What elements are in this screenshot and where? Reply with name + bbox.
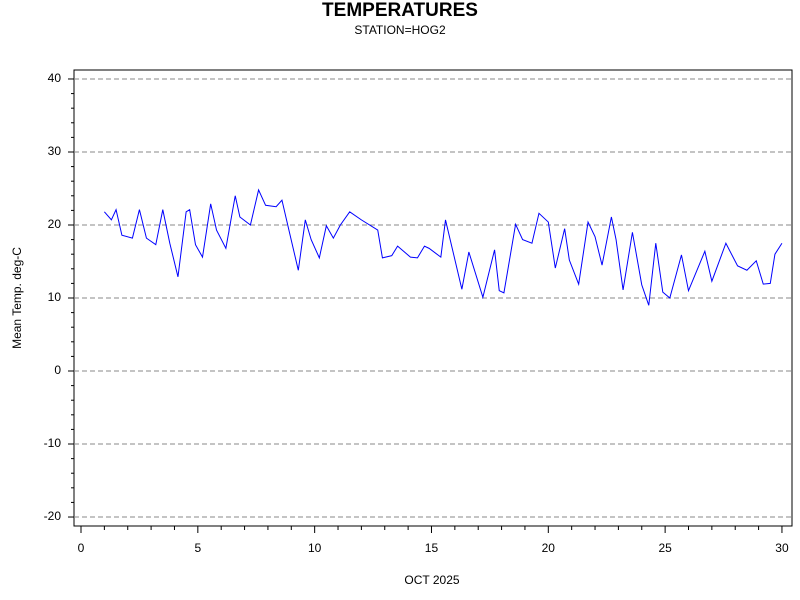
chart-subtitle: STATION=HOG2 — [354, 23, 446, 37]
x-tick-label: 30 — [775, 541, 789, 555]
x-tick-label: 15 — [425, 541, 439, 555]
y-tick-label: 20 — [48, 217, 62, 231]
y-tick-label: 10 — [48, 290, 62, 304]
x-tick-label: 10 — [308, 541, 322, 555]
x-axis-label: OCT 2025 — [404, 573, 459, 587]
x-tick-label: 25 — [658, 541, 672, 555]
y-tick-label: -10 — [44, 436, 62, 450]
x-tick-label: 5 — [194, 541, 201, 555]
y-tick-label: 0 — [54, 363, 61, 377]
y-tick-label: 40 — [48, 71, 62, 85]
y-tick-label: -20 — [44, 509, 62, 523]
y-axis-label: Mean Temp. deg-C — [10, 247, 24, 349]
x-tick-label: 0 — [78, 541, 85, 555]
chart-title: TEMPERATURES — [322, 0, 478, 21]
data-line — [103, 188, 783, 306]
y-tick-label: 30 — [48, 144, 62, 158]
x-tick-label: 20 — [542, 541, 556, 555]
